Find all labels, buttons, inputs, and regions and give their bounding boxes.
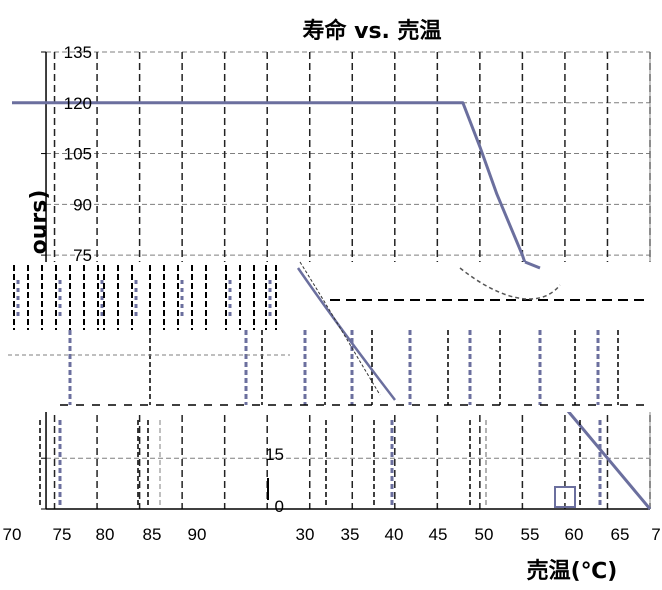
x-tick-labels-right: 30 35 40 45 50 55 60 65 7 bbox=[296, 525, 661, 544]
y-tick-label: 90 bbox=[73, 195, 92, 214]
y-axis-title: ours) bbox=[27, 190, 52, 255]
artifact-band bbox=[0, 262, 662, 412]
y-tick-label: 105 bbox=[64, 145, 92, 164]
x-tick-label: 65 bbox=[611, 525, 630, 544]
x-tick-label: 75 bbox=[53, 525, 72, 544]
y-tick-label: 135 bbox=[64, 43, 92, 62]
x-tick-label: 45 bbox=[429, 525, 448, 544]
y-tick-label: 0 bbox=[275, 497, 284, 516]
x-tick-label: 70 bbox=[3, 525, 22, 544]
chart-title: 寿命 vs. 売温 bbox=[302, 18, 441, 44]
y-tick-label: 15 bbox=[265, 445, 284, 464]
x-tick-labels-left: 70 75 80 85 90 bbox=[3, 525, 207, 544]
artifact-box bbox=[554, 486, 576, 508]
y-tick-labels-lower: 15 0 bbox=[265, 445, 284, 516]
series-layer bbox=[11, 101, 652, 510]
x-tick-label: 30 bbox=[296, 525, 315, 544]
x-tick-label: 40 bbox=[385, 525, 404, 544]
artifact-curve bbox=[296, 267, 396, 401]
x-tick-label: 55 bbox=[521, 525, 540, 544]
y-tick-labels-upper: 135 120 105 90 75 bbox=[64, 43, 92, 265]
artifact-curve bbox=[459, 267, 561, 300]
y-tick-label: 120 bbox=[64, 94, 92, 113]
garbled-region bbox=[0, 260, 662, 508]
series-line bbox=[12, 101, 652, 510]
x-tick-label: 80 bbox=[96, 525, 115, 544]
x-tick-label: 50 bbox=[475, 525, 494, 544]
x-tick-label: 7 bbox=[651, 525, 660, 544]
x-tick-label: 85 bbox=[143, 525, 162, 544]
y-tick-label: 75 bbox=[73, 246, 92, 265]
artifact-curve bbox=[299, 261, 381, 396]
x-tick-label: 90 bbox=[188, 525, 207, 544]
artifact-line-stub bbox=[524, 260, 541, 270]
x-axis-title: 売温(℃) bbox=[527, 558, 618, 584]
x-tick-label: 35 bbox=[341, 525, 360, 544]
x-tick-label: 60 bbox=[565, 525, 584, 544]
